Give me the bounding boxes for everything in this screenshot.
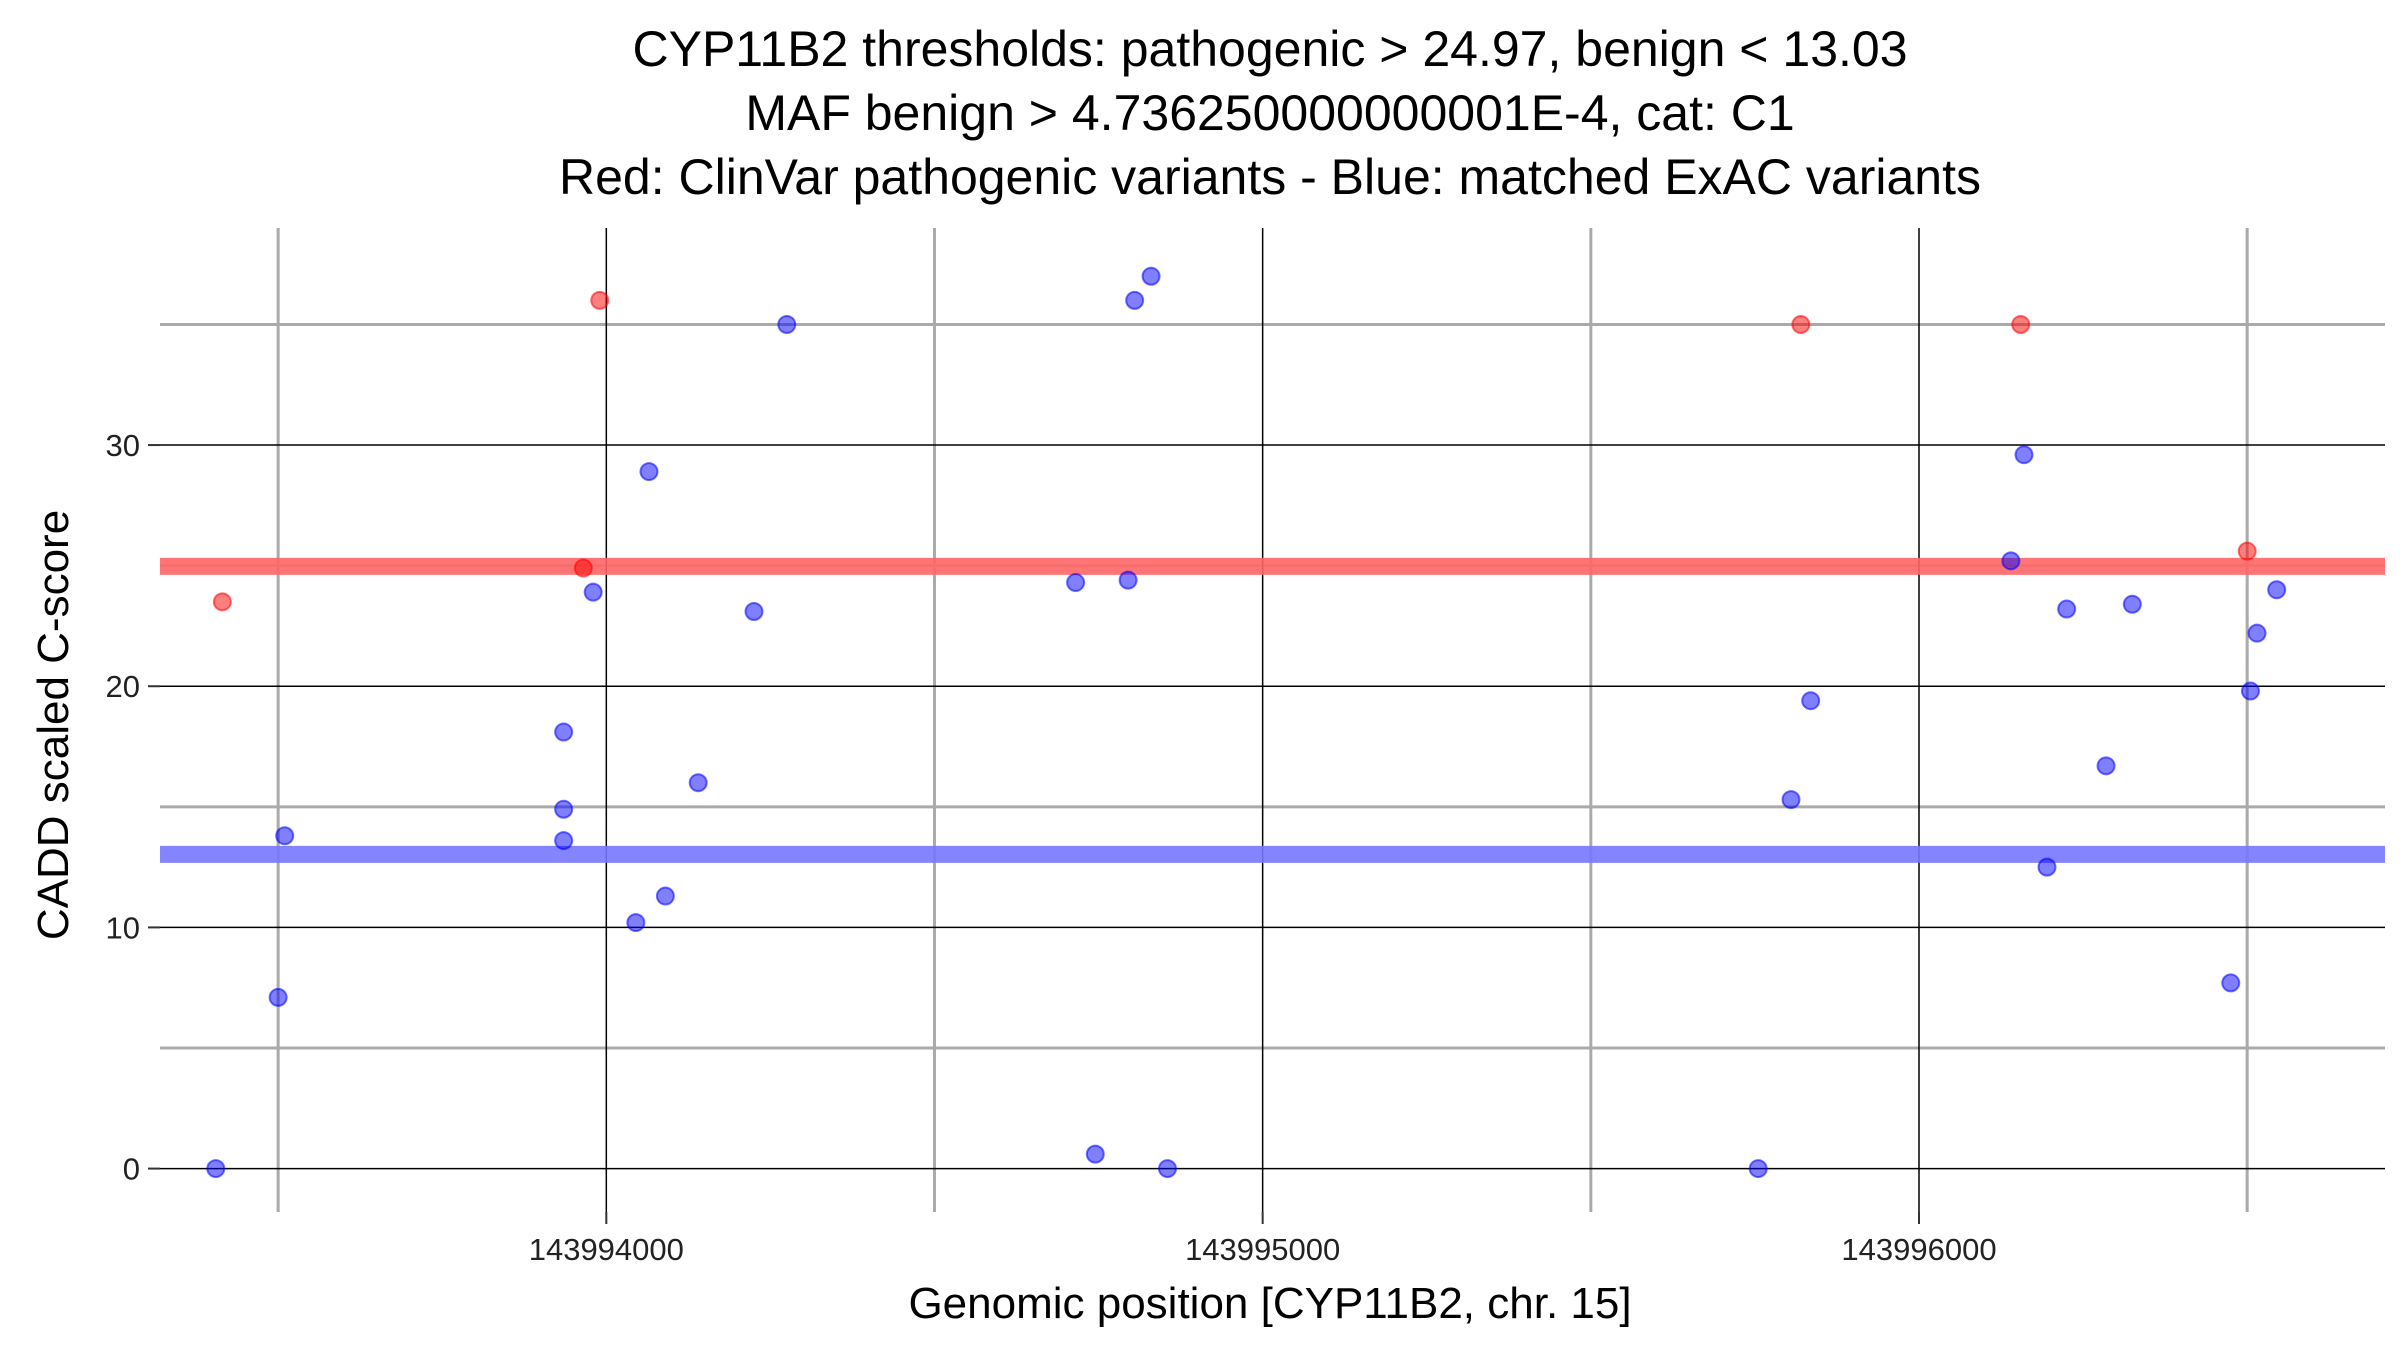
exac-variant-point	[1118, 570, 1138, 590]
exac-variant-point	[2221, 973, 2241, 993]
title-line-1: CYP11B2 thresholds: pathogenic > 24.97, …	[632, 21, 1907, 77]
x-tick-label: 143995000	[1185, 1232, 1340, 1267]
y-tick-label: 10	[106, 910, 140, 945]
clinvar-pathogenic-point	[212, 592, 232, 612]
exac-variant-point	[554, 799, 574, 819]
exac-variant-point	[744, 601, 764, 621]
clinvar-pathogenic-point	[590, 290, 610, 310]
y-axis-title: CADD scaled C-score	[29, 510, 78, 940]
exac-variant-point	[583, 582, 603, 602]
threshold-bands	[160, 557, 2385, 863]
exac-variant-point	[2240, 681, 2260, 701]
chart-title: CYP11B2 thresholds: pathogenic > 24.97, …	[559, 21, 1981, 205]
exac-variant-point	[1125, 290, 1145, 310]
clinvar-pathogenic-point	[2237, 541, 2257, 561]
clinvar-pathogenic-point	[573, 558, 593, 578]
exac-variant-point	[1801, 691, 1821, 711]
x-axis-title: Genomic position [CYP11B2, chr. 15]	[908, 1279, 1631, 1328]
data-points	[206, 266, 2287, 1179]
exac-variant-point	[2267, 580, 2287, 600]
exac-variant-point	[1085, 1144, 1105, 1164]
exac-variant-point	[1157, 1159, 1177, 1179]
axis-ticks: 0 10 20 30 143994000 143995000 143996000	[106, 428, 1997, 1267]
exac-variant-point	[1748, 1159, 1768, 1179]
exac-variant-point	[2247, 623, 2267, 643]
exac-variant-point	[777, 314, 797, 334]
y-tick-label: 0	[123, 1152, 140, 1187]
x-tick-label: 143996000	[1841, 1232, 1996, 1267]
exac-variant-point	[688, 773, 708, 793]
grid-lines	[160, 228, 2385, 1212]
title-line-2: MAF benign > 4.736250000000001E-4, cat: …	[745, 85, 1794, 141]
exac-variant-point	[655, 886, 675, 906]
exac-variant-point	[1141, 266, 1161, 286]
exac-variant-point	[1066, 573, 1086, 593]
clinvar-pathogenic-point	[1791, 314, 1811, 334]
exac-variant-point	[554, 831, 574, 851]
exac-variant-point	[2122, 594, 2142, 614]
x-tick-label: 143994000	[529, 1232, 684, 1267]
exac-variant-point	[626, 913, 646, 933]
clinvar-pathogenic-point	[2011, 314, 2031, 334]
exac-variant-point	[268, 987, 288, 1007]
exac-variant-point	[1781, 790, 1801, 810]
exac-variant-point	[2037, 857, 2057, 877]
exac-variant-point	[2014, 445, 2034, 465]
exac-variant-point	[554, 722, 574, 742]
exac-variant-point	[206, 1159, 226, 1179]
exac-variant-point	[2057, 599, 2077, 619]
y-tick-label: 30	[106, 428, 140, 463]
exac-variant-point	[275, 826, 295, 846]
title-line-3: Red: ClinVar pathogenic variants - Blue:…	[559, 149, 1981, 205]
exac-variant-point	[2096, 756, 2116, 776]
y-tick-label: 20	[106, 669, 140, 704]
exac-variant-point	[2001, 551, 2021, 571]
exac-variant-point	[639, 462, 659, 482]
